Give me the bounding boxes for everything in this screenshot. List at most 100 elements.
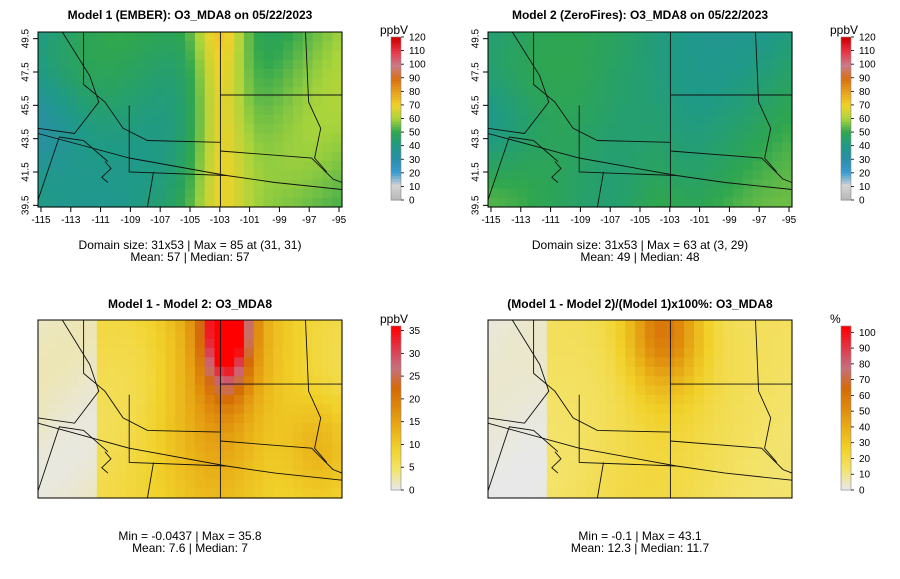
map-grid-cell — [126, 114, 137, 125]
legend-tick-label: 60 — [859, 114, 871, 125]
map-grid-cell — [194, 188, 206, 199]
legend-color-step — [841, 42, 851, 46]
map-grid-cell — [713, 460, 724, 471]
map-grid-cell — [703, 460, 715, 471]
map-grid-cell — [556, 451, 568, 462]
map-grid-cell — [782, 329, 793, 340]
map-grid-cell — [273, 441, 284, 452]
map-grid-cell — [136, 469, 147, 480]
map-grid-cell — [762, 142, 773, 153]
map-grid-cell — [224, 133, 235, 144]
map-grid-cell — [586, 179, 597, 190]
map-grid-cell — [586, 441, 597, 452]
map-grid-cell — [204, 41, 216, 52]
map-grid-cell — [527, 188, 538, 199]
map-grid-cell — [126, 451, 137, 462]
map-grid-cell — [625, 376, 636, 387]
map-grid-cell — [214, 151, 225, 162]
map-grid-cell — [713, 133, 724, 144]
map-grid-cell — [713, 124, 724, 134]
map-grid-cell — [733, 78, 744, 88]
map-grid-cell — [116, 78, 127, 88]
map-grid-cell — [87, 451, 98, 462]
map-grid-cell — [292, 451, 304, 462]
legend-color-step — [841, 424, 851, 428]
map-grid-cell — [194, 394, 206, 405]
map-grid-cell — [605, 188, 617, 199]
map-grid-cell — [283, 338, 294, 349]
map-grid-cell — [106, 96, 118, 107]
map-grid-cell — [664, 87, 675, 98]
map-grid-cell — [116, 479, 127, 490]
map-grid-cell — [576, 96, 587, 107]
map-grid-cell — [263, 170, 274, 180]
map-grid-cell — [292, 142, 304, 153]
map-grid-cell — [77, 413, 88, 424]
map-grid-cell — [67, 151, 78, 162]
map-grid-cell — [625, 488, 636, 499]
map-grid-cell — [273, 376, 284, 387]
panel-3-title: Model 1 - Model 2: O3_MDA8 — [107, 297, 273, 311]
map-grid-cell — [693, 170, 705, 180]
map-grid-cell — [38, 151, 49, 162]
legend-color-step — [391, 175, 401, 179]
map-grid-cell — [635, 404, 646, 415]
map-grid-cell — [263, 460, 274, 471]
state-boundary-line — [37, 31, 100, 134]
map-grid-cell — [145, 96, 157, 107]
map-grid-cell — [566, 479, 577, 490]
map-grid-cell — [635, 188, 646, 199]
map-grid-cell — [595, 441, 607, 452]
map-grid-cell — [57, 179, 69, 190]
map-grid-cell — [77, 151, 88, 162]
legend-tick-label: 20 — [859, 454, 871, 465]
map-grid-cell — [175, 142, 186, 153]
map-grid-cell — [322, 366, 333, 377]
map-grid-cell — [703, 413, 715, 424]
state-boundary-line — [101, 451, 112, 474]
map-grid-cell — [664, 32, 675, 42]
legend-color-step — [841, 416, 851, 420]
map-grid-cell — [615, 460, 626, 471]
map-grid-cell — [742, 197, 754, 208]
map-grid-cell — [527, 68, 538, 79]
map-grid-cell — [605, 488, 617, 499]
map-grid-cell — [723, 469, 734, 480]
map-grid-cell — [782, 160, 793, 171]
map-grid-cell — [136, 160, 147, 171]
map-grid-cell — [644, 59, 656, 70]
map-grid-cell — [772, 413, 783, 424]
map-grid-cell — [273, 385, 284, 396]
legend-color-step — [391, 481, 401, 486]
map-grid-cell — [322, 59, 333, 70]
map-grid-cell — [234, 188, 245, 199]
map-grid-cell — [116, 451, 127, 462]
map-grid-cell — [605, 160, 617, 171]
map-grid-cell — [488, 385, 499, 396]
map-grid-cell — [733, 50, 744, 61]
map-grid-cell — [67, 404, 78, 415]
map-grid-cell — [155, 479, 167, 490]
map-grid-cell — [703, 41, 715, 52]
map-grid-cell — [312, 348, 323, 359]
map-grid-cell — [752, 394, 764, 405]
legend-color-step — [841, 159, 851, 163]
map-grid-cell — [566, 124, 577, 134]
map-grid-cell — [782, 423, 793, 434]
panel-4-plot-border — [487, 319, 793, 499]
map-grid-cell — [224, 376, 235, 387]
map-grid-cell — [684, 78, 695, 88]
map-grid-cell — [38, 376, 49, 387]
map-grid-cell — [263, 404, 274, 415]
map-grid-cell — [302, 385, 314, 396]
map-grid-cell — [234, 59, 245, 70]
map-grid-cell — [155, 385, 167, 396]
map-grid-cell — [234, 87, 245, 98]
map-grid-cell — [165, 394, 176, 405]
map-grid-cell — [566, 32, 577, 42]
map-grid-cell — [595, 479, 607, 490]
legend-tick-label: 30 — [409, 155, 421, 166]
map-grid-cell — [507, 479, 519, 490]
map-grid-cell — [644, 329, 656, 340]
map-grid-cell — [194, 376, 206, 387]
